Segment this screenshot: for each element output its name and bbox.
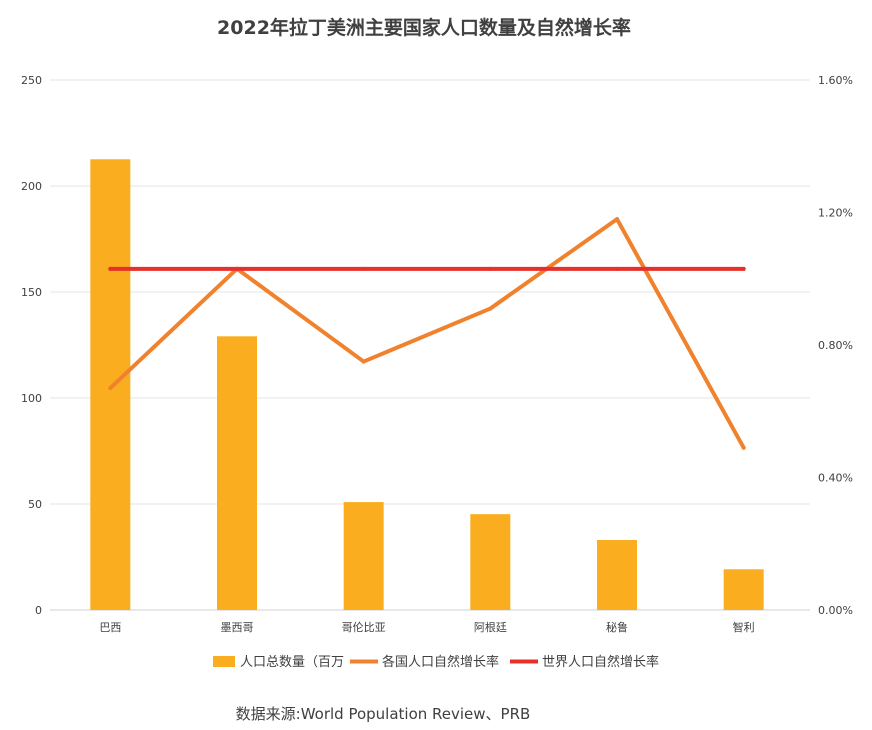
- right-tick-label: 1.60%: [818, 74, 853, 87]
- line-point: [741, 445, 746, 450]
- category-label: 墨西哥: [221, 621, 254, 634]
- line-point: [361, 266, 366, 271]
- right-tick-label: 0.40%: [818, 472, 853, 485]
- gridlines: [50, 79, 810, 611]
- legend-label: 各国人口自然增长率: [382, 654, 499, 670]
- category-label: 哥伦比亚: [342, 620, 386, 634]
- right-tick-label: 0.80%: [818, 339, 853, 352]
- right-axis-ticks: 0.00% 0.40% 0.80% 1.20% 1.60%: [818, 74, 853, 617]
- chart-title: 2022年拉丁美洲主要国家人口数量及自然增长率: [217, 16, 631, 39]
- legend-item: 人口总数量（百万: [213, 655, 344, 670]
- left-tick-label: 50: [28, 498, 42, 511]
- right-tick-label: 0.00%: [818, 604, 853, 617]
- bar-series: [90, 159, 764, 610]
- country-growth-line: [108, 217, 746, 450]
- left-tick-label: 150: [21, 286, 42, 299]
- line-series: [108, 217, 746, 450]
- line-point: [488, 266, 493, 271]
- bar: [723, 569, 764, 610]
- legend: 人口总数量（百万 各国人口自然增长率 世界人口自然增长率: [213, 654, 659, 670]
- left-tick-label: 0: [35, 604, 42, 617]
- bar: [217, 336, 257, 610]
- left-axis-ticks: 0 50 100 150 200 250: [21, 74, 42, 617]
- category-label: 阿根廷: [474, 620, 507, 634]
- left-tick-label: 100: [21, 392, 42, 405]
- bar: [90, 159, 131, 610]
- legend-label: 世界人口自然增长率: [542, 654, 659, 670]
- category-labels: 巴西 墨西哥 哥伦比亚 阿根廷 秘鲁 智利: [99, 620, 754, 634]
- category-label: 智利: [733, 620, 755, 634]
- line-point: [615, 266, 619, 271]
- right-tick-label: 1.20%: [818, 207, 853, 220]
- category-label: 秘鲁: [606, 620, 628, 634]
- legend-item: 世界人口自然增长率: [510, 654, 659, 670]
- line-point: [235, 266, 239, 271]
- bar: [597, 540, 637, 610]
- source-note: 数据来源:World Population Review、PRB: [236, 705, 531, 723]
- line-point: [361, 359, 366, 364]
- legend-item: 各国人口自然增长率: [350, 654, 499, 670]
- left-tick-label: 200: [21, 180, 42, 193]
- line-point: [488, 306, 493, 311]
- bar: [470, 514, 511, 610]
- line-point: [615, 217, 619, 222]
- left-tick-label: 250: [21, 74, 42, 87]
- line-point: [108, 266, 113, 271]
- legend-label: 人口总数量（百万: [240, 655, 344, 670]
- line-point: [741, 266, 746, 271]
- legend-swatch-bar: [213, 656, 235, 667]
- line-point: [108, 386, 113, 391]
- bar: [343, 502, 384, 610]
- category-label: 巴西: [99, 621, 121, 634]
